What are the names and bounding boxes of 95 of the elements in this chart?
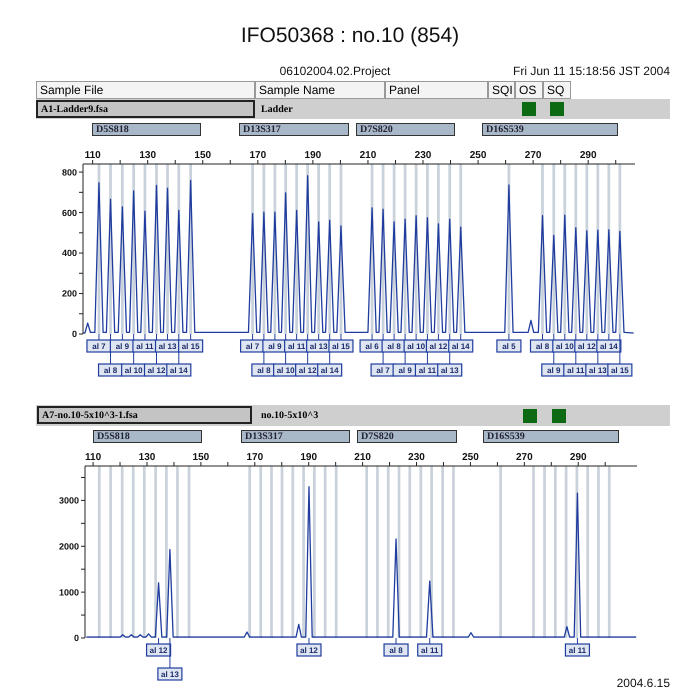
annotation: al 7: [92, 342, 106, 351]
y-tick-label: 200: [62, 288, 77, 299]
text: A1-Ladder9.fsa: [36, 100, 255, 118]
y-tick-label: 800: [62, 167, 77, 178]
annotation: al 7: [246, 342, 260, 351]
annotation: al 9: [116, 342, 130, 351]
x-tick-label: 150: [194, 150, 212, 161]
x-tick-label: 230: [408, 452, 426, 463]
text: Sample Name: [255, 81, 385, 99]
text: SQ: [543, 81, 571, 99]
annotation: al 14: [600, 342, 618, 351]
annotation: al 12: [148, 366, 166, 375]
annotation: al 10: [556, 342, 574, 351]
x-tick-label: 250: [462, 452, 480, 463]
annotation: al 11: [288, 342, 306, 351]
annotation: al 8: [257, 366, 272, 375]
line-series: [86, 486, 637, 638]
annotation: al 11: [136, 342, 154, 351]
y-tick-label: 0: [74, 633, 79, 644]
line-series: [83, 175, 634, 334]
y-tick-label: 400: [62, 248, 77, 258]
annotation: al 14: [320, 366, 340, 375]
annotation: al 11: [568, 646, 587, 655]
x-tick-label: 110: [84, 150, 102, 161]
annotation: al 13: [161, 670, 180, 679]
y-tick-label: 3000: [58, 496, 79, 506]
text: Sample File: [36, 81, 255, 99]
text: D7S820: [357, 430, 457, 443]
text: D5S818: [92, 123, 201, 136]
x-tick-label: 170: [246, 452, 264, 463]
text: D5S818: [93, 430, 202, 443]
annotation: al 15: [610, 366, 630, 375]
annotation: al 9: [268, 342, 282, 351]
x-tick-label: 190: [300, 452, 318, 463]
y-tick-label: 2000: [58, 541, 79, 552]
annotation: al 12: [298, 366, 318, 375]
text: A7-no.10-5x10^3-1.fsa: [37, 406, 252, 424]
annotation: al 15: [332, 342, 350, 351]
x-tick-label: 210: [354, 452, 372, 463]
annotation: al 8: [389, 646, 404, 655]
x-tick-label: 290: [570, 452, 588, 463]
text: Ladder: [260, 102, 294, 116]
chart-title: IFO50368 : no.10 (854): [240, 24, 460, 48]
annotation: al 14: [452, 342, 470, 351]
annotation: al 11: [418, 366, 437, 375]
text: Fri Jun 11 15:18:56 JST 2004: [512, 64, 670, 78]
y-tick-label: 0: [72, 329, 77, 340]
annotation: al 10: [276, 366, 296, 375]
x-tick-label: 130: [139, 150, 156, 161]
text: no.10-5x10^3: [260, 408, 320, 422]
y-tick-label: 600: [62, 208, 77, 218]
annotation: al 13: [588, 366, 608, 375]
annotation: al 5: [502, 342, 516, 351]
annotation: al 12: [300, 646, 318, 655]
annotation: al 10: [407, 342, 426, 351]
x-tick-label: 190: [304, 150, 322, 161]
annotation: al 8: [104, 366, 118, 375]
annotation: al 11: [421, 646, 439, 655]
text: D16S539: [483, 430, 619, 443]
x-tick-label: 250: [470, 150, 487, 161]
annotation: al 15: [182, 342, 200, 351]
x-tick-label: 290: [580, 150, 597, 161]
annotation: al 12: [150, 646, 168, 655]
annotation: al 8: [387, 342, 402, 351]
text: D7S820: [356, 123, 455, 136]
annotation: al 12: [578, 342, 596, 351]
text: OS: [515, 81, 543, 99]
text: D13S317: [241, 430, 350, 443]
text: D16S539: [482, 123, 618, 136]
annotation: al 9: [547, 366, 562, 375]
y-tick-label: 1000: [58, 587, 79, 598]
annotation: al 9: [398, 366, 412, 375]
annotation: al 12: [430, 342, 448, 351]
annotation: al 10: [124, 366, 144, 375]
x-tick-label: 270: [524, 150, 542, 161]
x-tick-label: 170: [249, 150, 267, 161]
annotation: al 13: [310, 342, 328, 351]
x-tick-label: 270: [516, 452, 534, 463]
x-tick-label: 230: [414, 150, 432, 161]
x-tick-label: 150: [192, 452, 210, 463]
x-tick-label: 110: [85, 452, 102, 463]
annotation: al 11: [567, 366, 586, 375]
x-tick-label: 210: [360, 150, 377, 161]
annotation: al 7: [376, 366, 390, 375]
annotation: al 13: [158, 342, 177, 351]
annotation: al 14: [170, 366, 188, 375]
text: Panel: [385, 81, 488, 99]
x-tick-label: 130: [138, 452, 156, 463]
text: SQI: [488, 81, 515, 99]
annotation: al 13: [440, 366, 460, 375]
text: D13S317: [239, 123, 349, 136]
annotation: al 8: [536, 342, 550, 351]
text: 06102004.02.Project: [278, 64, 392, 78]
annotation: al 6: [365, 342, 380, 351]
text: 2004.6.15: [616, 676, 670, 690]
